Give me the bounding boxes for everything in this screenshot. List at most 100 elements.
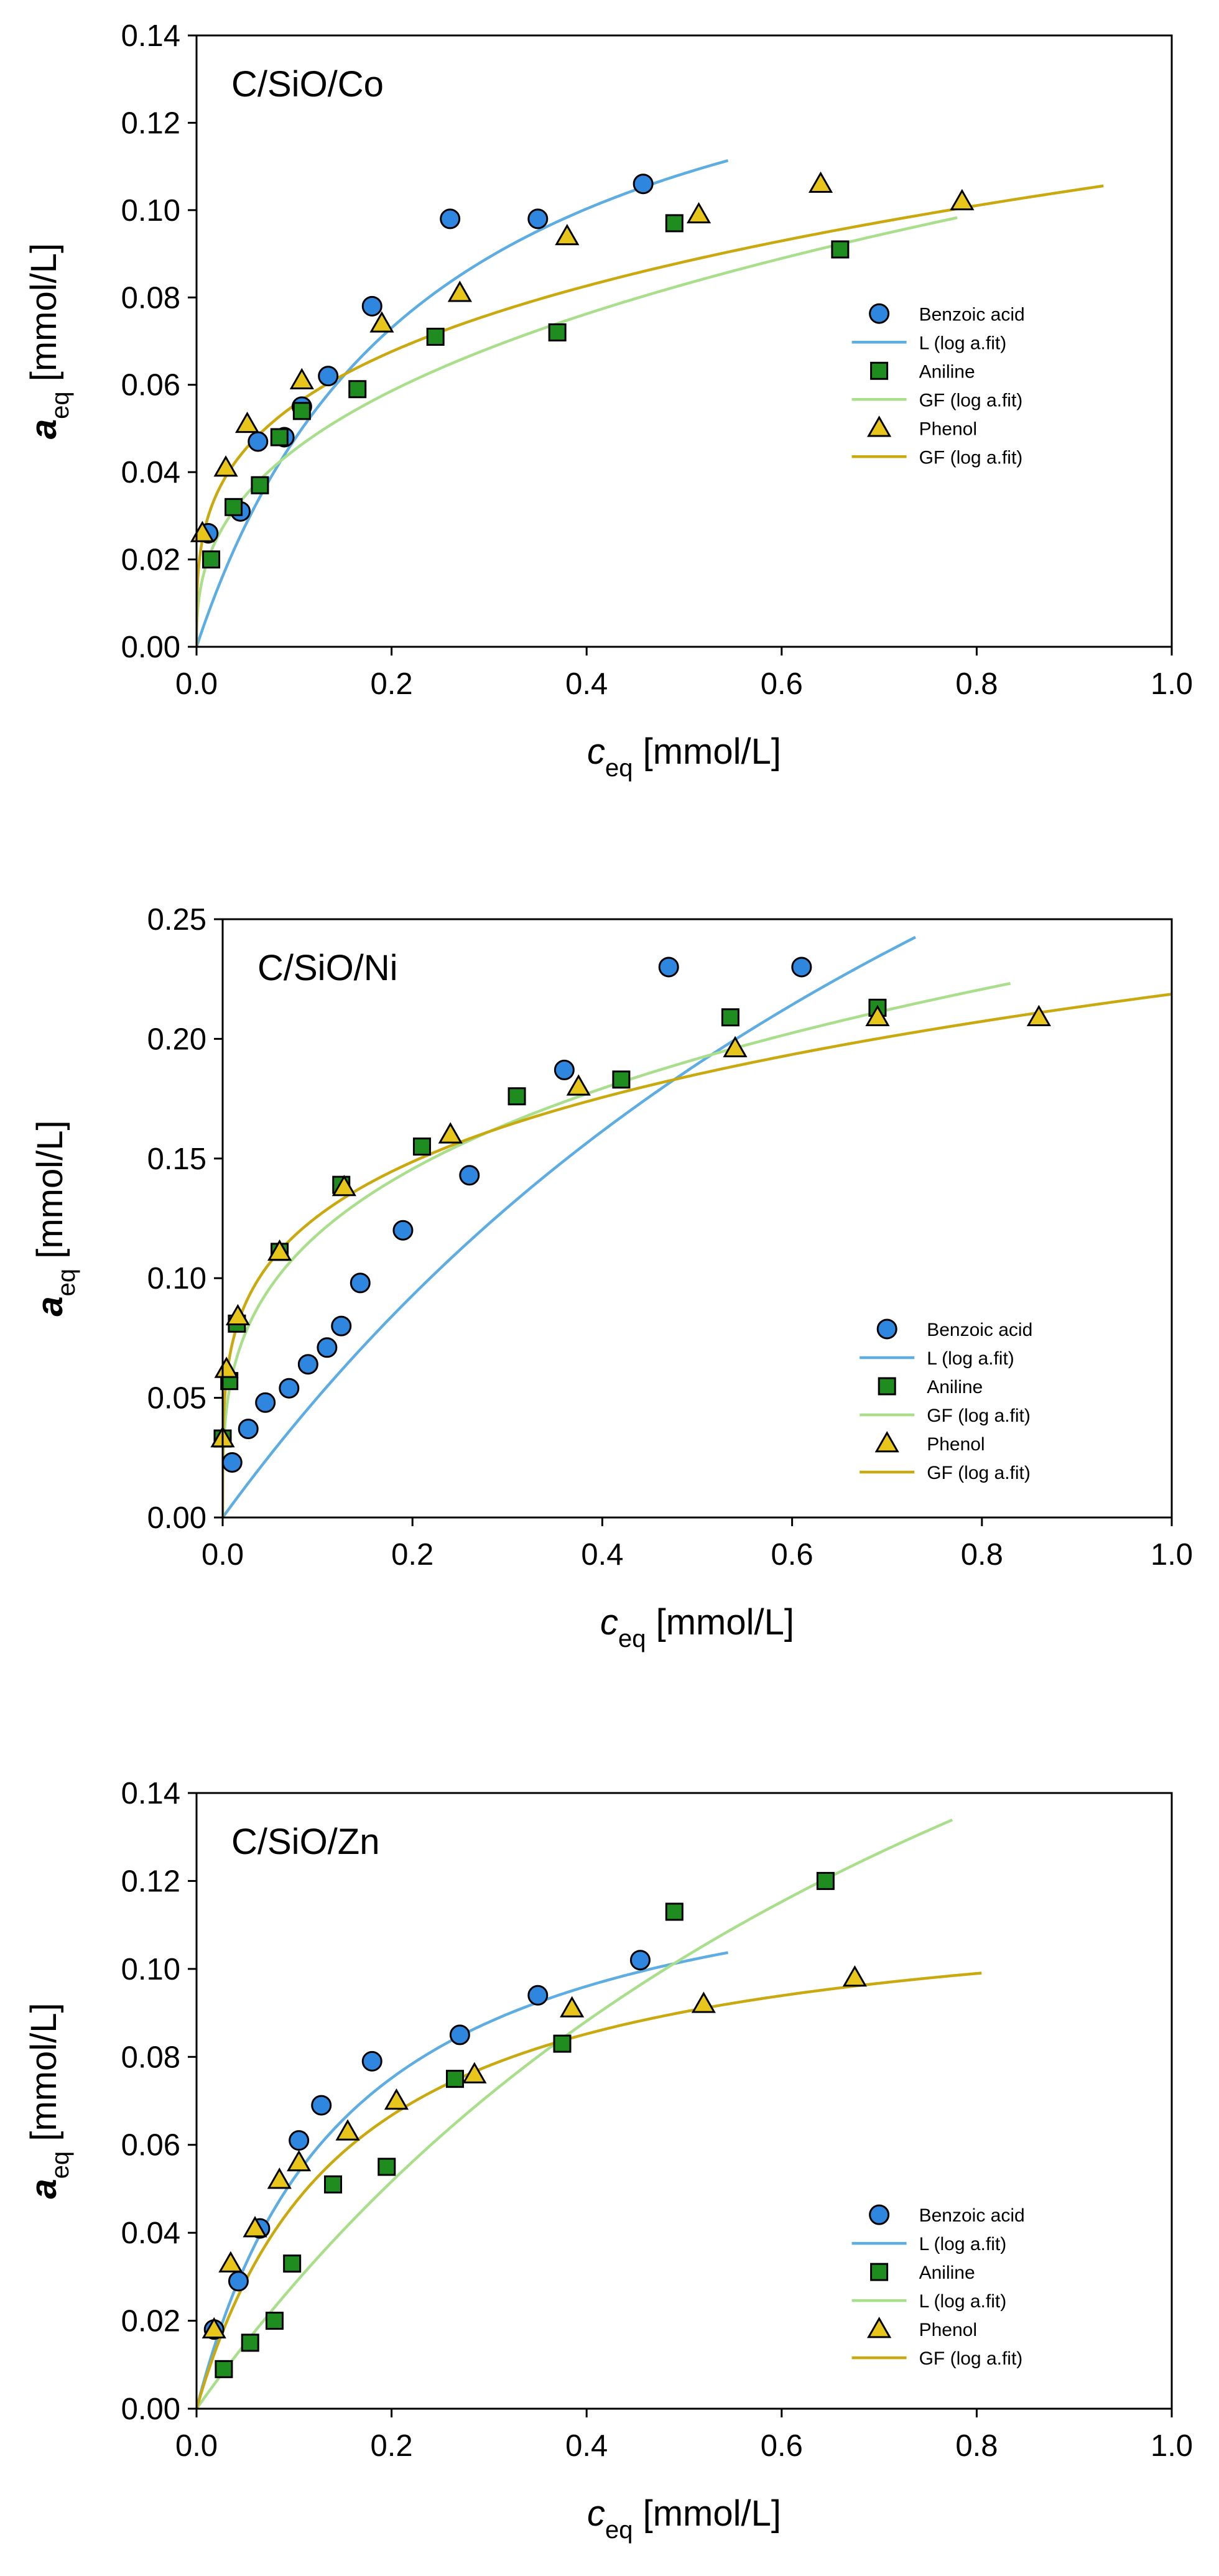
- data-point: [234, 411, 260, 433]
- data-point: [283, 2254, 302, 2273]
- legend-label: GF (log a.fit): [919, 2348, 1023, 2369]
- legend-marker: [876, 1318, 897, 1340]
- data-point: [721, 1008, 739, 1027]
- fit-curve-phenol: [223, 993, 1172, 1517]
- data-point: [566, 1074, 591, 1096]
- legend-label: L (log a.fit): [919, 2291, 1007, 2312]
- fit-curve-aniline: [223, 982, 1011, 1517]
- x-tick-label: 0.4: [565, 667, 608, 701]
- data-point: [1026, 1004, 1051, 1027]
- data-point: [335, 2119, 360, 2141]
- data-point: [816, 1871, 835, 1890]
- legend-marker: [869, 2204, 890, 2225]
- data-point: [214, 1356, 239, 1378]
- y-tick-label: 0.04: [121, 2217, 180, 2250]
- data-point: [560, 1996, 585, 2018]
- data-point: [440, 208, 461, 229]
- y-tick-label: 0.00: [121, 631, 180, 664]
- x-tick-label: 0.6: [761, 2429, 803, 2463]
- data-point: [658, 957, 679, 978]
- data-point: [686, 202, 711, 224]
- y-tick-label: 0.05: [147, 1382, 206, 1415]
- legend-marker: [878, 1377, 896, 1396]
- series-aniline: [215, 1871, 835, 2378]
- data-point: [221, 1452, 243, 1473]
- data-point: [446, 2070, 465, 2088]
- data-point: [438, 1122, 463, 1144]
- data-point: [553, 2034, 572, 2053]
- legend-label: Phenol: [919, 419, 977, 439]
- chart-panel-2: 0.0 0.2 0.4 0.6 0.8 1.0 0.00 0.05 0.10 0.15 0.20 0.…: [30, 903, 1193, 1652]
- x-axis-label: ceq [mmol/L]: [587, 731, 781, 782]
- legend-label: GF (log a.fit): [927, 1406, 1031, 1426]
- data-point: [243, 2216, 267, 2238]
- x-axis-label: ceq [mmol/L]: [587, 2493, 781, 2544]
- data-point: [238, 1419, 259, 1440]
- data-point: [723, 1035, 748, 1058]
- legend-marker: [867, 2317, 892, 2338]
- legend-label: Phenol: [919, 2320, 977, 2340]
- data-point: [317, 1337, 338, 1358]
- data-point: [548, 323, 567, 341]
- y-axis-label: aeq [mmol/L]: [24, 243, 74, 439]
- y-tick-label: 0.20: [147, 1022, 206, 1056]
- data-point: [311, 2095, 332, 2116]
- data-point: [426, 327, 445, 346]
- legend-label: L (log a.fit): [927, 1348, 1014, 1369]
- y-tick-label: 0.08: [121, 2041, 180, 2074]
- data-point: [202, 550, 221, 569]
- x-tick-label: 0.2: [371, 2429, 413, 2463]
- y-tick-label: 0.25: [147, 903, 206, 937]
- x-tick-label: 0.6: [761, 667, 803, 701]
- y-axis-label: aeq [mmol/L]: [24, 2003, 74, 2198]
- legend-label: Aniline: [919, 2263, 975, 2283]
- data-point: [665, 214, 684, 233]
- data-point: [289, 2130, 310, 2151]
- data-point: [629, 1950, 651, 1971]
- y-tick-label: 0.06: [121, 2129, 180, 2162]
- y-tick-label: 0.10: [147, 1262, 206, 1295]
- data-point: [267, 1239, 292, 1261]
- x-tick-label: 0.8: [961, 1538, 1003, 1572]
- y-tick-label: 0.04: [121, 456, 180, 489]
- data-point: [265, 2312, 284, 2330]
- y-axis-label: aeq [mmol/L]: [30, 1120, 80, 1316]
- x-tick-label: 0.8: [955, 667, 998, 701]
- data-point: [808, 171, 833, 193]
- data-point: [665, 1902, 684, 1921]
- x-axis-label: ceq [mmol/L]: [600, 1602, 794, 1652]
- data-point: [279, 1378, 300, 1399]
- series-benzoic-acid: [203, 1950, 651, 2340]
- legend: Benzoic acid L (log a.fit) Aniline GF (log …: [860, 1318, 1032, 1483]
- legend-label: GF (log a.fit): [919, 390, 1023, 410]
- legend-label: GF (log a.fit): [927, 1463, 1031, 1483]
- data-point: [447, 280, 472, 302]
- chart-title: C/SiO/Ni: [257, 948, 398, 988]
- data-point: [361, 295, 382, 317]
- fit-curve-phenol: [197, 184, 1104, 647]
- data-point: [369, 311, 394, 333]
- y-tick-label: 0.00: [121, 2393, 180, 2426]
- data-point: [225, 1304, 251, 1326]
- data-point: [318, 366, 339, 387]
- legend-label: Benzoic acid: [919, 304, 1025, 325]
- data-point: [691, 1991, 716, 2013]
- data-point: [831, 240, 850, 259]
- data-point: [842, 1965, 867, 1987]
- data-point: [508, 1087, 526, 1106]
- data-point: [215, 2360, 233, 2378]
- chart-title: C/SiO/Zn: [231, 1822, 380, 1862]
- x-tick-label: 0.2: [391, 1538, 433, 1572]
- data-point: [324, 2175, 343, 2194]
- series-phenol: [202, 1965, 867, 2338]
- legend: Benzoic acid L (log a.fit) Aniline GF (log …: [851, 303, 1025, 468]
- data-point: [241, 2333, 259, 2352]
- legend-marker: [870, 2263, 889, 2281]
- legend-label: Aniline: [927, 1377, 983, 1397]
- legend-label: Phenol: [927, 1434, 985, 1455]
- legend-label: Aniline: [919, 361, 975, 382]
- data-point: [462, 2062, 487, 2083]
- data-point: [297, 1354, 318, 1375]
- x-tick-label: 0.0: [175, 2429, 218, 2463]
